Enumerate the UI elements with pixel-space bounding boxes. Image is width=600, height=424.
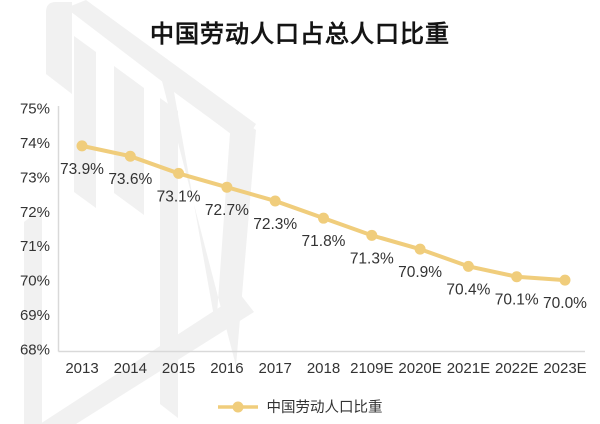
data-point-label: 70.1% [495,292,539,309]
x-axis-tick-label: 2013 [65,360,98,377]
y-axis-tick-label: 74% [20,135,50,152]
y-axis-tick-label: 71% [20,238,50,255]
y-axis-tick-label: 75% [20,101,50,118]
data-point-label: 73.1% [157,188,201,205]
watermark-shapes [24,0,256,424]
legend-line-marker-icon [217,401,258,412]
y-axis-tick-label: 70% [20,273,50,290]
data-point-label: 70.9% [398,264,442,281]
data-point-label: 73.9% [60,161,104,178]
x-axis-tick-label: 2018 [307,360,340,377]
legend: 中国劳动人口比重 [0,396,600,417]
x-axis-tick-label: 2015 [162,360,195,377]
data-point-marker [366,229,378,241]
legend-label: 中国劳动人口比重 [266,400,383,416]
data-point-label: 70.0% [543,295,587,312]
data-point-marker [173,167,185,179]
data-point-label: 71.8% [302,233,346,250]
data-point-marker [414,243,426,255]
x-axis-tick-label: 2022E [495,360,538,377]
data-point-marker [559,274,571,286]
data-point-marker [269,195,281,207]
x-axis-tick-label: 2020E [398,360,441,377]
x-axis-tick-label: 2017 [259,360,292,377]
data-point-marker [462,260,474,272]
y-axis-tick-label: 72% [20,204,50,221]
x-axis-tick-label: 2021E [447,360,490,377]
data-point-marker [124,150,136,162]
data-point-label: 70.4% [446,281,490,298]
x-axis-tick-label: 2023E [543,360,586,377]
x-axis-tick-label: 2109E [350,360,393,377]
data-point-label: 72.7% [205,202,249,219]
y-axis-tick-label: 69% [20,307,50,324]
y-axis-tick-label: 68% [20,342,50,359]
x-axis-tick-label: 2014 [114,360,147,377]
data-point-marker [221,181,233,193]
data-point-marker [318,212,329,224]
chart-title: 中国劳动人口占总人口比重 [150,21,450,48]
data-point-label: 71.3% [350,250,394,267]
x-axis-tick-label: 2016 [210,360,243,377]
data-point-label: 72.3% [253,216,297,233]
y-axis-tick-label: 73% [20,169,50,186]
data-point-marker [511,271,523,283]
data-point-marker [76,140,88,152]
data-point-label: 73.6% [108,171,152,188]
